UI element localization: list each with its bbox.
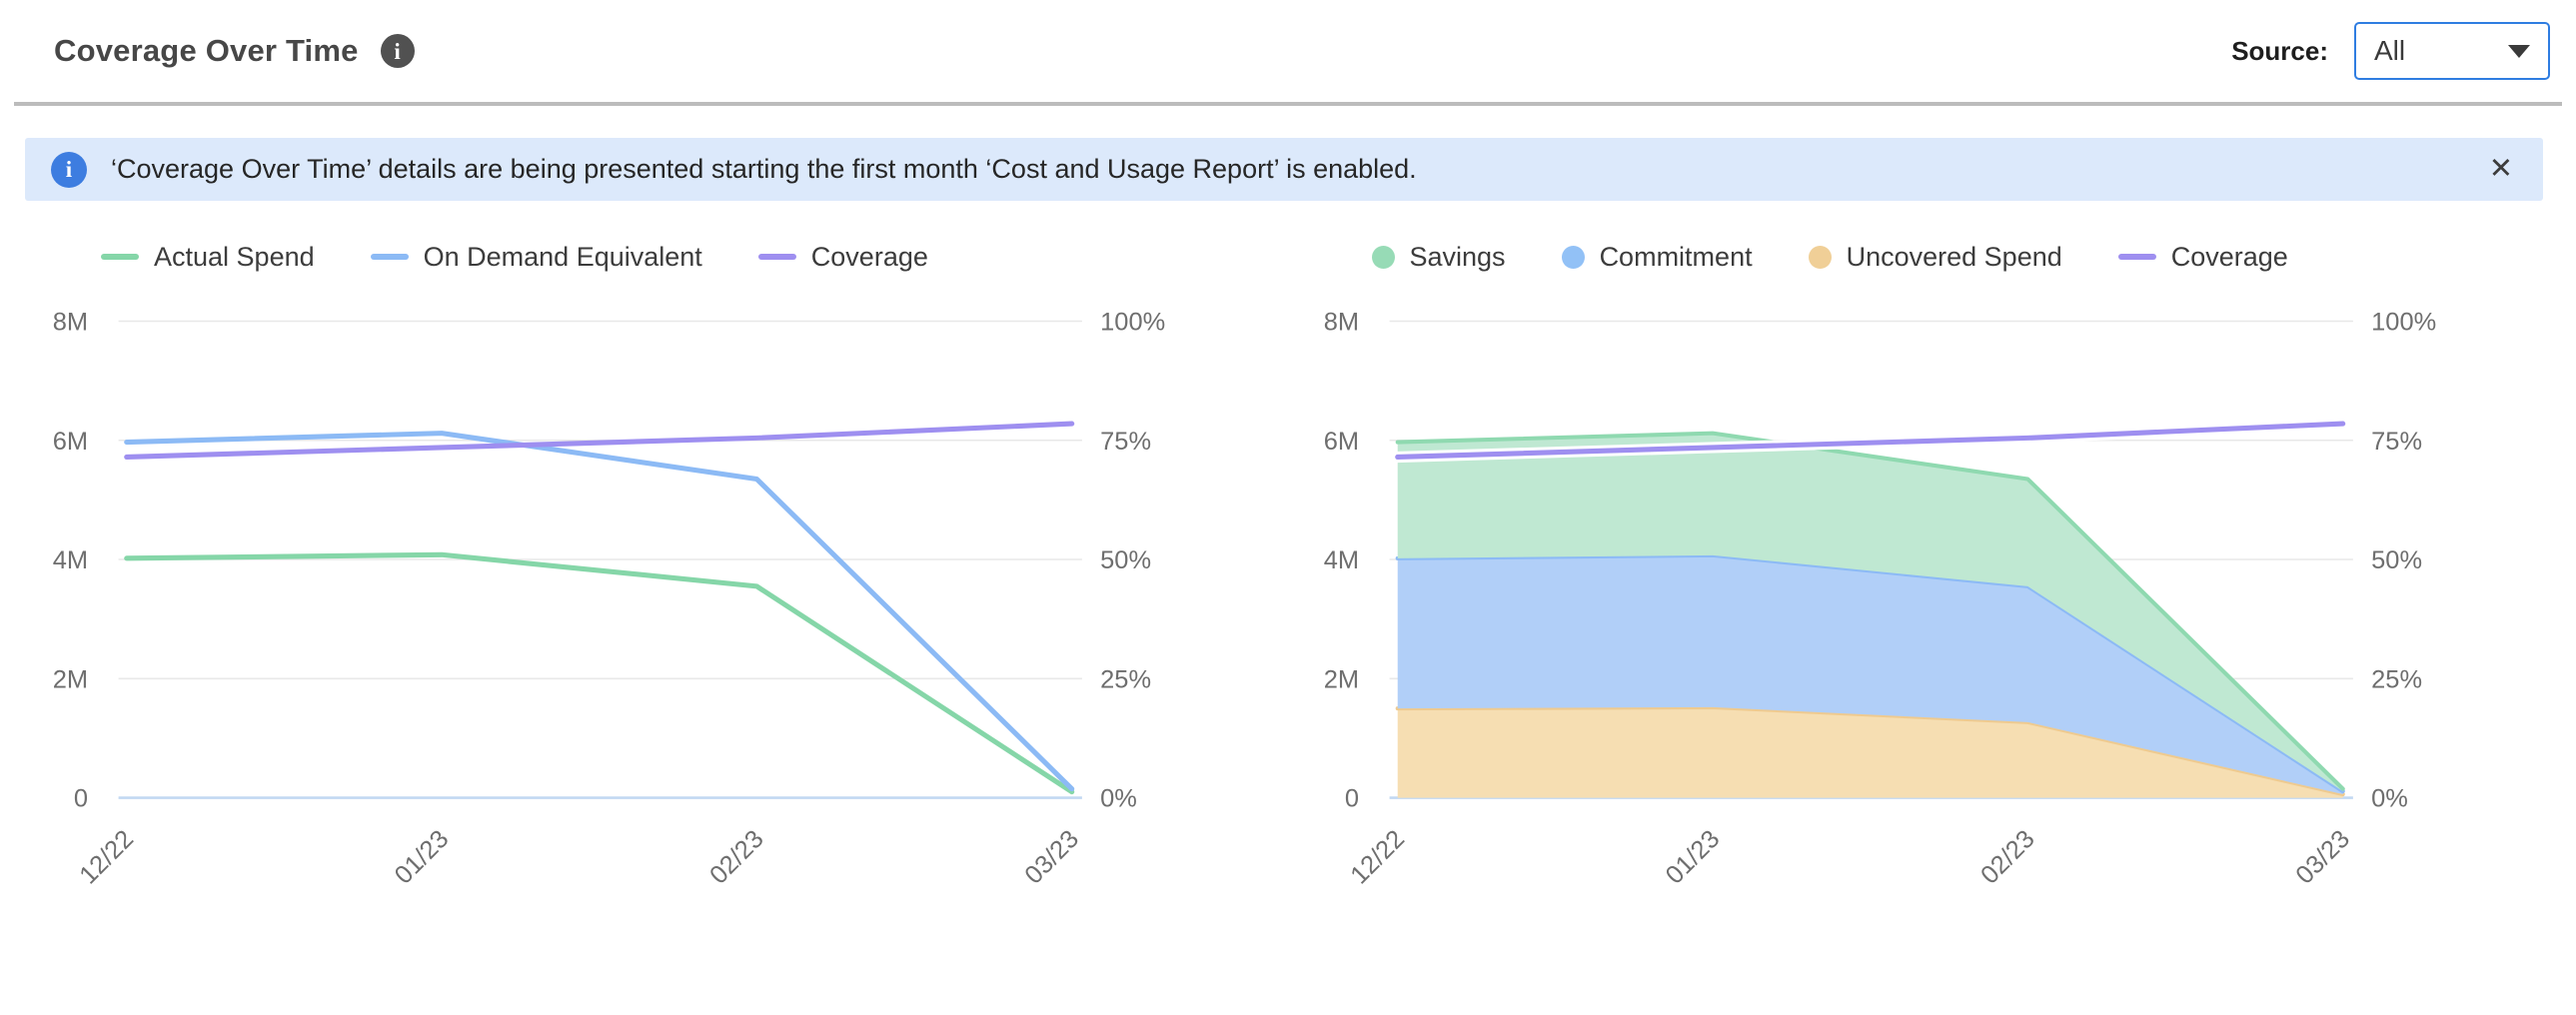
coverage-line-chart: 8M 100% 6M 75% 4M 50% 2M 25% 0 0% 12/22 01/23 02/23 0… bbox=[25, 291, 1296, 1002]
area-uncovered-spend bbox=[1397, 706, 2343, 798]
coverage-stacked-area-chart: 8M 100% 6M 75% 4M 50% 2M 25% 0 0% 12/22 01/23 02/23 0… bbox=[1323, 309, 2436, 890]
legend-label: Commitment bbox=[1599, 241, 1753, 272]
info-icon-glyph: i bbox=[65, 157, 73, 182]
series-line-on-demand-equivalent bbox=[124, 431, 1075, 792]
close-icon[interactable]: ✕ bbox=[2485, 155, 2517, 184]
legend-item-coverage[interactable]: Coverage bbox=[2117, 241, 2288, 273]
source-dropdown-value: All bbox=[2374, 35, 2406, 66]
header-divider bbox=[14, 102, 2562, 106]
y-axis-left-tick: 0 bbox=[1344, 785, 1358, 813]
coverage-area-chart-panel: Savings Commitment Uncovered Spend Coverage… bbox=[1296, 237, 2567, 1002]
actual-spend-line-swatch-icon bbox=[101, 254, 139, 260]
y-axis-left-tick: 6M bbox=[1323, 428, 1358, 456]
charts-row: Actual Spend On Demand Equivalent Coverage… bbox=[0, 237, 2576, 1002]
y-axis-left-tick: 6M bbox=[53, 428, 88, 456]
y-axis-right-tick: 75% bbox=[2371, 428, 2422, 456]
page-title: Coverage Over Time bbox=[54, 33, 359, 68]
x-axis-tick: 03/23 bbox=[1019, 825, 1084, 890]
on-demand-equivalent-line-swatch-icon bbox=[370, 254, 409, 260]
legend-label: Savings bbox=[1409, 241, 1506, 272]
y-axis-right-tick: 0% bbox=[1100, 785, 1137, 813]
coverage-area-chart: 8M 100% 6M 75% 4M 50% 2M 25% 0 0% 12/22 01/23 02/23 0… bbox=[1296, 291, 2567, 1002]
y-axis-left-tick: 8M bbox=[1323, 309, 1358, 337]
legend-label: Coverage bbox=[810, 241, 928, 272]
legend-label: Actual Spend bbox=[154, 241, 315, 272]
legend-item-savings[interactable]: Savings bbox=[1371, 241, 1506, 273]
source-label: Source: bbox=[2231, 35, 2328, 66]
area-savings bbox=[1397, 433, 2343, 792]
info-icon[interactable]: i bbox=[380, 34, 415, 68]
legend-label: Uncovered Spend bbox=[1846, 241, 2062, 272]
y-axis-right-tick: 50% bbox=[2371, 546, 2422, 574]
series-line-actual-spend bbox=[124, 551, 1075, 795]
y-axis-right-tick: 25% bbox=[2371, 665, 2422, 693]
y-axis-right-tick: 100% bbox=[2371, 309, 2436, 337]
x-axis-tick: 02/23 bbox=[1975, 825, 2040, 890]
legend-item-commitment[interactable]: Commitment bbox=[1561, 241, 1753, 273]
y-axis-right-tick: 25% bbox=[1100, 665, 1151, 693]
y-axis-right-tick: 100% bbox=[1100, 309, 1165, 337]
info-icon-glyph: i bbox=[394, 38, 401, 64]
uncovered-spend-dot-icon bbox=[1808, 245, 1832, 269]
y-axis-right-tick: 0% bbox=[2371, 785, 2408, 813]
y-axis-left-tick: 2M bbox=[1323, 665, 1358, 693]
chevron-down-icon bbox=[2508, 44, 2530, 58]
header-title-group: Coverage Over Time i bbox=[54, 33, 415, 69]
legend-label: Coverage bbox=[2170, 241, 2288, 272]
legend-item-actual-spend[interactable]: Actual Spend bbox=[101, 242, 315, 273]
x-axis-tick: 12/22 bbox=[1345, 825, 1410, 890]
area-commitment bbox=[1397, 554, 2343, 794]
y-axis-left-tick: 4M bbox=[53, 546, 88, 574]
info-banner: i ‘Coverage Over Time’ details are being… bbox=[25, 138, 2543, 201]
commitment-dot-icon bbox=[1561, 245, 1585, 269]
y-axis-left-tick: 2M bbox=[53, 665, 88, 693]
header: Coverage Over Time i Source: All bbox=[0, 0, 2576, 102]
legend-item-coverage[interactable]: Coverage bbox=[757, 241, 928, 273]
y-axis-right-tick: 75% bbox=[1100, 428, 1151, 456]
y-axis-left-tick: 8M bbox=[53, 309, 88, 337]
x-axis-tick: 01/23 bbox=[1660, 825, 1725, 890]
line-chart-legend: Actual Spend On Demand Equivalent Coverage bbox=[101, 237, 1296, 277]
x-axis-tick: 02/23 bbox=[704, 825, 769, 890]
source-dropdown[interactable]: All bbox=[2354, 22, 2550, 80]
area-chart-legend: Savings Commitment Uncovered Spend Coverage bbox=[1371, 237, 2567, 277]
x-axis-tick: 01/23 bbox=[390, 825, 455, 890]
coverage-line-chart-panel: Actual Spend On Demand Equivalent Coverage… bbox=[25, 237, 1296, 1002]
legend-item-on-demand-equivalent[interactable]: On Demand Equivalent bbox=[370, 241, 702, 273]
info-icon: i bbox=[51, 151, 87, 188]
coverage-line-swatch-icon bbox=[2117, 254, 2156, 260]
series-line-coverage bbox=[1394, 421, 2345, 461]
y-axis-left-tick: 0 bbox=[74, 785, 88, 813]
x-axis-tick: 12/22 bbox=[74, 825, 139, 890]
coverage-line-swatch-icon bbox=[757, 254, 796, 260]
coverage-line-chart: 8M 100% 6M 75% 4M 50% 2M 25% 0 0% 12/22 01/23 02/23 0… bbox=[53, 309, 1165, 890]
source-filter: Source: All bbox=[2231, 22, 2550, 80]
series-line-coverage bbox=[124, 421, 1075, 461]
y-axis-left-tick: 4M bbox=[1323, 546, 1358, 574]
y-axis-right-tick: 50% bbox=[1100, 546, 1151, 574]
banner-text: ‘Coverage Over Time’ details are being p… bbox=[111, 154, 1417, 184]
area-edge-savings bbox=[1395, 431, 2345, 791]
savings-dot-icon bbox=[1371, 245, 1395, 269]
legend-label: On Demand Equivalent bbox=[423, 241, 702, 272]
x-axis-tick: 03/23 bbox=[2290, 825, 2355, 890]
legend-item-uncovered-spend[interactable]: Uncovered Spend bbox=[1808, 241, 2062, 273]
